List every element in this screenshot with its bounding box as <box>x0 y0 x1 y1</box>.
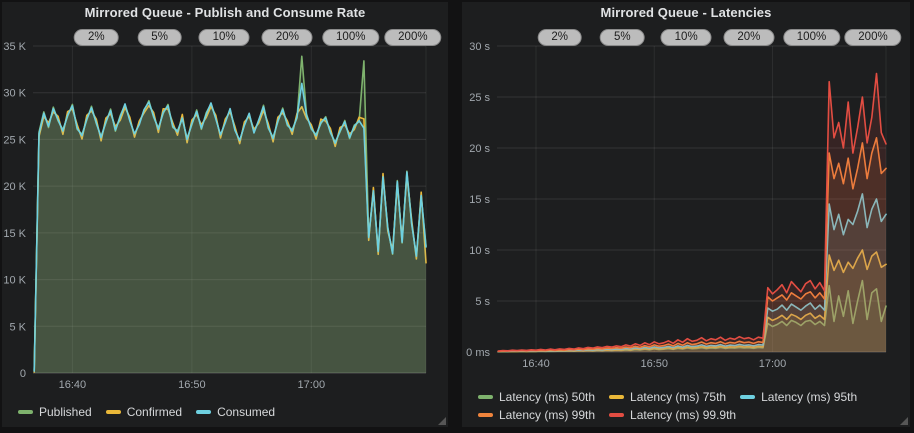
annotation-badge[interactable]: 20% <box>723 29 775 46</box>
legend-label: Confirmed <box>126 405 183 419</box>
legend-label: Consumed <box>217 405 276 419</box>
series-area <box>498 73 886 352</box>
y-tick-label: 0 <box>20 368 26 380</box>
annotation-badge[interactable]: 2% <box>537 29 582 46</box>
y-tick-label: 15 K <box>3 228 26 240</box>
legend-label: Latency (ms) 99th <box>499 408 596 422</box>
annotation-badge[interactable]: 10% <box>198 29 250 46</box>
legend-swatch <box>196 410 212 414</box>
legend-item[interactable]: Confirmed <box>105 405 183 419</box>
panel-title[interactable]: Mirrored Queue - Publish and Consume Rat… <box>84 5 366 20</box>
legend: Published Confirmed Consumed <box>18 405 408 419</box>
legend-item[interactable]: Latency (ms) 50th <box>478 390 595 404</box>
annotation-badge[interactable]: 200% <box>844 29 902 46</box>
series-area <box>34 83 426 374</box>
series-line <box>33 82 427 372</box>
y-tick-label: 20 K <box>3 181 26 193</box>
y-tick-label: 15 s <box>469 194 490 206</box>
y-tick-label: 30 K <box>3 88 26 100</box>
legend-swatch <box>478 413 493 417</box>
legend-swatch <box>105 410 121 414</box>
series-area <box>34 56 426 374</box>
annotation-badge[interactable]: 20% <box>261 29 313 46</box>
y-tick-label: 20 s <box>469 143 490 155</box>
panel-latencies: Mirrored Queue - Latencies 16:40 16:50 17:… <box>462 2 910 427</box>
legend-item[interactable]: Latency (ms) 95th <box>740 390 857 404</box>
annotation-badge[interactable]: 5% <box>600 29 645 46</box>
annotations-row: 2% 5% 10% 20% 100% 200% <box>462 2 910 427</box>
legend-item[interactable]: Published <box>18 405 92 419</box>
x-tick-label: 16:50 <box>178 379 206 391</box>
x-tick-label: 17:00 <box>759 358 787 370</box>
x-tick-label: 16:50 <box>640 358 668 370</box>
y-tick-label: 25 K <box>3 134 26 146</box>
panel-publish-consume-rate: Mirrored Queue - Publish and Consume Rat… <box>2 2 448 427</box>
y-tick-label: 5 K <box>9 321 26 333</box>
x-tick-label: 16:40 <box>59 379 87 391</box>
legend-swatch <box>609 413 625 417</box>
y-tick-label: 5 s <box>475 296 490 308</box>
legend-item[interactable]: Latency (ms) 99th <box>478 408 595 422</box>
legend-swatch <box>478 395 493 399</box>
legend-swatch <box>740 395 756 399</box>
series-area <box>34 105 426 373</box>
annotation-badge[interactable]: 2% <box>73 29 119 46</box>
series-area <box>498 250 886 352</box>
x-tick-label: 16:40 <box>522 358 550 370</box>
legend-label: Latency (ms) 95th <box>761 390 858 404</box>
legend-item[interactable]: Latency (ms) 75th <box>609 390 726 404</box>
series-line <box>497 72 887 352</box>
annotations-row: 2% 5% 10% 20% 100% 200% <box>2 2 448 427</box>
series-area <box>498 137 886 352</box>
latency-chart[interactable]: 16:40 16:50 17:00 0 ms 5 s 10 s 15 s 20 s 25 s 30… <box>462 2 910 427</box>
annotation-badge[interactable]: 5% <box>137 29 182 46</box>
legend-item[interactable]: Consumed <box>196 405 275 419</box>
y-tick-label: 35 K <box>3 41 26 53</box>
legend-label: Latency (ms) 50th <box>499 390 596 404</box>
annotation-badge[interactable]: 100% <box>782 29 841 46</box>
annotation-badge[interactable]: 200% <box>384 29 442 46</box>
series-area <box>498 193 886 352</box>
y-tick-label: 30 s <box>469 41 490 53</box>
legend-label: Latency (ms) 75th <box>630 390 727 404</box>
annotation-badge[interactable]: 100% <box>322 29 380 46</box>
legend-item[interactable]: Latency (ms) 99.9th <box>609 408 736 422</box>
rate-chart[interactable]: 16:40 16:50 17:00 0 5 K 10 K 15 K 20 K 25 K 30 K 3… <box>2 2 448 427</box>
panel-resize-handle[interactable] <box>900 417 908 425</box>
legend-swatch <box>609 395 625 399</box>
x-tick-label: 17:00 <box>298 379 326 391</box>
panel-title[interactable]: Mirrored Queue - Latencies <box>600 5 772 20</box>
y-tick-label: 10 s <box>469 245 490 257</box>
y-tick-label: 10 K <box>3 275 26 287</box>
legend: Latency (ms) 50th Latency (ms) 75th Latenc… <box>478 390 880 422</box>
y-tick-label: 25 s <box>469 92 490 104</box>
y-tick-label: 0 ms <box>466 347 490 359</box>
series-line <box>497 137 887 353</box>
panel-resize-handle[interactable] <box>438 417 446 425</box>
annotation-badge[interactable]: 10% <box>660 29 712 46</box>
legend-label: Published <box>39 405 92 419</box>
series-area <box>498 280 886 352</box>
legend-swatch <box>18 410 33 414</box>
legend-label: Latency (ms) 99.9th <box>630 408 737 422</box>
